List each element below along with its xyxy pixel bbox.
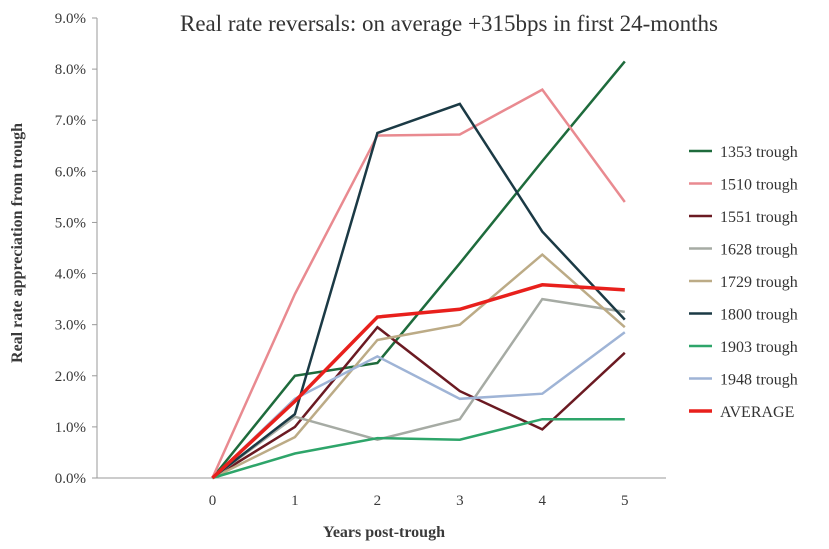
y-tick-label: 0.0% bbox=[55, 471, 86, 487]
y-tick-label: 8.0% bbox=[55, 62, 86, 78]
x-tick-label: 1 bbox=[291, 493, 299, 509]
x-axis-label: Years post-trough bbox=[323, 524, 445, 541]
legend-label-average: AVERAGE bbox=[720, 404, 794, 421]
series-line-1510-trough bbox=[211, 87, 626, 479]
legend-label-1729-trough: 1729 trough bbox=[720, 274, 798, 291]
series-line-1729-trough bbox=[211, 252, 626, 480]
x-tick-label: 4 bbox=[539, 493, 547, 509]
y-tick-label: 3.0% bbox=[55, 318, 86, 334]
y-tick-label: 9.0% bbox=[55, 11, 86, 27]
series-line-1628-trough bbox=[211, 297, 625, 480]
x-tick-label: 0 bbox=[209, 493, 217, 509]
y-tick-label: 2.0% bbox=[55, 369, 86, 385]
y-tick-label: 1.0% bbox=[55, 420, 86, 436]
y-tick-label: 4.0% bbox=[55, 267, 86, 283]
x-tick-label: 5 bbox=[621, 493, 629, 509]
y-axis: 0.0% 1.0% 2.0% 3.0% 4.0% 5.0% 6.0% 7.0% 8.0% 9.0% bbox=[55, 11, 98, 487]
y-tick-label: 7.0% bbox=[55, 113, 86, 129]
legend-label-1903-trough: 1903 trough bbox=[720, 339, 798, 356]
series-line-average bbox=[211, 283, 625, 480]
legend-label-1800-trough: 1800 trough bbox=[720, 307, 798, 324]
series-line-1800-trough bbox=[211, 102, 626, 479]
legend-label-1551-trough: 1551 trough bbox=[720, 209, 798, 226]
series-layer bbox=[211, 60, 626, 480]
legend-label-1353-trough: 1353 trough bbox=[720, 144, 798, 161]
x-tick-label: 2 bbox=[374, 493, 382, 509]
y-tick-label: 5.0% bbox=[55, 215, 86, 231]
chart-title: Real rate reversals: on average +315bps … bbox=[180, 11, 718, 36]
legend-label-1948-trough: 1948 trough bbox=[720, 372, 798, 389]
legend-label-1510-trough: 1510 trough bbox=[720, 177, 798, 194]
series-line-1948-trough bbox=[211, 331, 626, 479]
x-axis: 0 1 2 3 4 5 bbox=[97, 477, 666, 509]
y-axis-label: Real rate appreciation from trough bbox=[9, 123, 26, 363]
x-tick-label: 3 bbox=[456, 493, 464, 509]
legend-label-1628-trough: 1628 trough bbox=[720, 242, 798, 259]
series-line-1903-trough bbox=[212, 417, 625, 480]
legend: 1353 trough 1510 trough 1551 trough 1628 tr… bbox=[689, 144, 798, 421]
series-line-1551-trough bbox=[211, 325, 626, 480]
series-line-1353-trough bbox=[211, 60, 626, 479]
y-tick-label: 6.0% bbox=[55, 164, 86, 180]
